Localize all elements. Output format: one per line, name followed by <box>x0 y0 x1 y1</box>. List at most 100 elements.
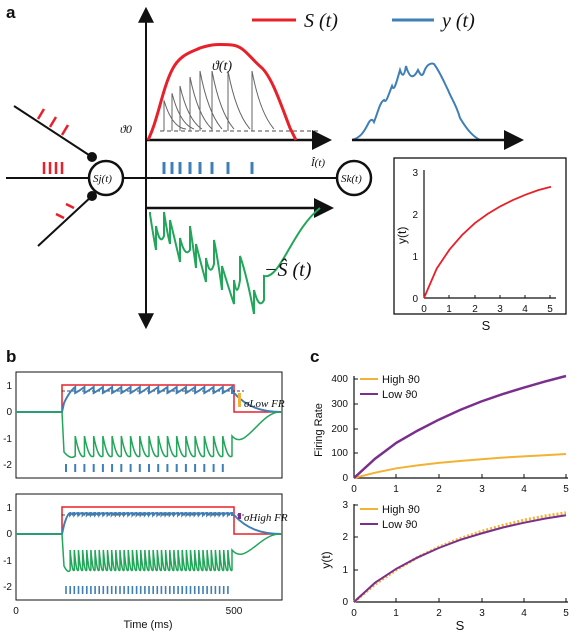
svg-text:0: 0 <box>412 294 418 305</box>
panel-b-bottom-yticks: 1 0 -1 -2 <box>3 503 12 593</box>
svg-text:-2: -2 <box>3 582 12 593</box>
svg-text:1: 1 <box>6 381 12 392</box>
svg-text:-2: -2 <box>3 460 12 471</box>
b-top-y-trace <box>16 385 283 413</box>
input-current-label: Î(t) <box>310 157 325 169</box>
s-of-t-curve <box>146 42 298 141</box>
inset-plot <box>423 170 556 299</box>
svg-text:3: 3 <box>412 168 418 179</box>
panel-b-top-frame <box>15 371 283 479</box>
svg-text:4: 4 <box>521 484 527 495</box>
svg-text:3: 3 <box>479 484 485 495</box>
neuron-k-label: Sk(t) <box>341 173 362 185</box>
b-top-sigma-bar <box>238 393 241 407</box>
panel-b-label: b <box>6 347 16 366</box>
legend-s-label: S (t) <box>304 10 338 32</box>
svg-text:5: 5 <box>547 304 553 315</box>
svg-text:5: 5 <box>563 484 569 495</box>
svg-text:0: 0 <box>6 529 12 540</box>
svg-text:100: 100 <box>331 448 348 459</box>
svg-text:High ϑ0: High ϑ0 <box>382 504 420 516</box>
panel-b-bottom-frame <box>15 493 283 601</box>
svg-text:2: 2 <box>412 210 418 221</box>
input-spikes-middle <box>42 162 64 174</box>
neg-s-hat-curve <box>149 207 321 315</box>
inset-xlabel: S <box>482 318 491 333</box>
svg-text:0: 0 <box>342 473 348 484</box>
theta-trace <box>163 70 275 131</box>
sigma-low-label: σLow FR <box>244 398 285 410</box>
svg-text:Low ϑ0: Low ϑ0 <box>382 389 417 401</box>
c-top-yticks: 0 100 200 300 400 <box>331 374 348 484</box>
panel-b-top-traces <box>16 384 283 472</box>
b-top-spikes <box>65 464 224 472</box>
input-spikes-lower <box>55 202 75 220</box>
c-top-legend: High ϑ0 Low ϑ0 <box>360 374 420 401</box>
svg-text:-1: -1 <box>3 556 12 567</box>
svg-text:500: 500 <box>226 606 243 617</box>
b-bottom-spikes <box>65 586 229 594</box>
svg-text:2: 2 <box>436 484 442 495</box>
c-top-ylabel: Firing Rate <box>313 403 325 457</box>
panel-b-bottom-traces <box>16 506 283 594</box>
c-top-high-theta-curve <box>353 453 567 479</box>
output-spikes <box>162 162 254 174</box>
svg-text:Low ϑ0: Low ϑ0 <box>382 519 417 531</box>
inset-yticks: 0 1 2 3 <box>412 168 418 305</box>
c-top-low-theta-curve <box>353 374 567 479</box>
svg-text:2: 2 <box>436 608 442 619</box>
svg-text:3: 3 <box>479 608 485 619</box>
b-bottom-y-trace <box>16 511 283 535</box>
svg-text:1: 1 <box>6 503 12 514</box>
c-bottom-xticks: 0 1 2 3 4 5 <box>351 608 569 619</box>
svg-text:0: 0 <box>6 407 12 418</box>
theta0-label: ϑ0 <box>120 122 132 136</box>
c-top-xticks: 0 1 2 3 4 5 <box>351 484 569 495</box>
neuron-k <box>335 159 373 197</box>
svg-text:4: 4 <box>521 608 527 619</box>
svg-text:0: 0 <box>351 608 357 619</box>
svg-text:1: 1 <box>393 608 399 619</box>
input-spikes-upper <box>36 108 70 136</box>
panel-c-bottom-plot <box>353 504 568 604</box>
svg-text:0: 0 <box>421 304 427 315</box>
b-bottom-sigma-bar <box>238 513 241 519</box>
c-bottom-low-theta-curve <box>353 514 567 603</box>
svg-text:1: 1 <box>412 252 418 263</box>
b-top-shat-trace <box>16 411 283 459</box>
svg-text:300: 300 <box>331 399 348 410</box>
c-bottom-legend: High ϑ0 Low ϑ0 <box>360 504 420 531</box>
sigma-high-label: σHigh FR <box>244 512 288 524</box>
dendrite-upper <box>13 105 93 158</box>
svg-text:1: 1 <box>393 484 399 495</box>
panel-b-xlabel: Time (ms) <box>123 619 172 631</box>
svg-text:0: 0 <box>13 606 19 617</box>
inset-xticks: 0 1 2 3 4 5 <box>421 304 553 315</box>
c-bottom-high-theta-curve <box>353 511 567 604</box>
c-bottom-yticks: 0 1 2 3 <box>342 500 348 608</box>
inset-ylabel: y(t) <box>395 227 409 244</box>
svg-text:5: 5 <box>563 608 569 619</box>
svg-text:3: 3 <box>342 500 348 511</box>
neuron-j-label: Sj(t) <box>93 173 112 185</box>
panel-b-top-yticks: 1 0 -1 -2 <box>3 381 12 471</box>
inset-box <box>393 157 567 315</box>
b-bottom-shat-trace <box>16 533 283 573</box>
panel-c-top-plot <box>353 374 568 479</box>
theta-t-label: ϑ(t) <box>212 59 232 74</box>
svg-text:2: 2 <box>342 532 348 543</box>
c-bottom-ylabel: y(t) <box>319 551 333 568</box>
svg-text:1: 1 <box>446 304 452 315</box>
svg-text:400: 400 <box>331 374 348 385</box>
synapse-upper <box>87 152 97 162</box>
c-bottom-xlabel: S <box>456 618 465 633</box>
svg-text:-1: -1 <box>3 434 12 445</box>
inset-y-vs-s-curve <box>423 185 552 299</box>
neg-s-hat-label: −Ŝ (t) <box>264 257 312 281</box>
svg-text:0: 0 <box>351 484 357 495</box>
panel-b-xticks: 0 500 <box>13 606 243 617</box>
svg-text:1: 1 <box>342 565 348 576</box>
svg-text:High ϑ0: High ϑ0 <box>382 374 420 386</box>
svg-text:200: 200 <box>331 424 348 435</box>
